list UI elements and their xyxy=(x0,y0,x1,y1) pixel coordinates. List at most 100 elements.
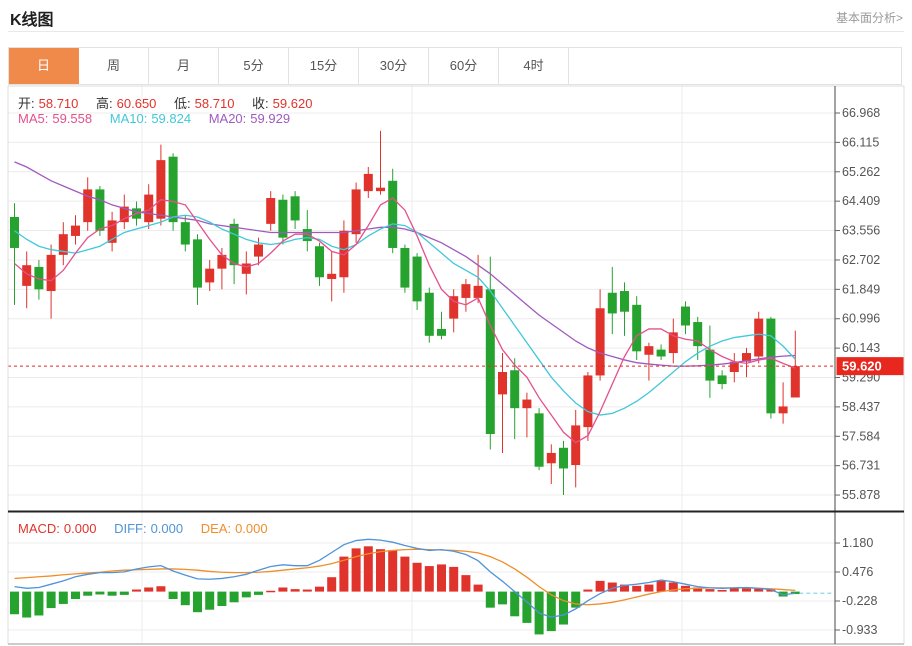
candle-up xyxy=(729,361,739,372)
y-axis-tick-label: -0.228 xyxy=(842,594,877,608)
macd-bar xyxy=(449,566,459,592)
candle-up xyxy=(351,189,361,235)
macd-bar xyxy=(400,556,410,592)
candle-down xyxy=(510,370,520,409)
candle-up xyxy=(546,452,556,464)
tab-4hour[interactable]: 4时 xyxy=(499,48,569,84)
ma5-value: 59.558 xyxy=(52,111,93,126)
dea-label: DEA: xyxy=(200,521,232,536)
y-axis-tick-label: 58.437 xyxy=(842,400,880,414)
candle-down xyxy=(302,229,312,242)
candle-up xyxy=(327,273,337,279)
y-axis-tick-label: 0.476 xyxy=(842,565,873,579)
candle-up xyxy=(241,263,251,274)
macd-bar xyxy=(107,591,117,596)
y-axis-tick-label: 64.409 xyxy=(842,194,880,208)
candle-down xyxy=(180,222,190,245)
macd-bar xyxy=(156,586,166,592)
close-value: 59.620 xyxy=(272,96,313,111)
candle-down xyxy=(95,189,105,231)
ma20-value: 59.929 xyxy=(250,111,291,126)
macd-bar xyxy=(424,566,434,592)
macd-bar xyxy=(790,591,800,595)
macd-bar xyxy=(510,591,520,617)
candle-up xyxy=(449,296,459,319)
macd-bar xyxy=(693,587,703,592)
macd-bar xyxy=(705,589,715,592)
ma-row: MA5: 59.558 MA10: 59.824 MA20: 59.929 xyxy=(18,111,294,126)
diff-line xyxy=(14,538,796,618)
macd-bar xyxy=(498,591,507,605)
candle-up xyxy=(144,194,154,223)
tab-60min[interactable]: 60分 xyxy=(429,48,499,84)
candle-down xyxy=(388,180,398,248)
candle-up xyxy=(754,318,764,357)
current-price-tag xyxy=(836,357,904,376)
y-axis-tick-label: 65.262 xyxy=(842,165,880,179)
macd-bar xyxy=(95,591,105,595)
macd-bar xyxy=(571,591,581,608)
candle-up xyxy=(119,206,129,223)
macd-row: MACD: 0.000 DIFF: 0.000 DEA: 0.000 xyxy=(18,521,272,536)
candle-up xyxy=(83,189,93,223)
y-axis-tick-label: 61.849 xyxy=(842,282,880,296)
macd-bar xyxy=(668,582,678,592)
open-value: 58.710 xyxy=(38,96,79,111)
candle-down xyxy=(620,291,629,312)
high-value: 60.650 xyxy=(116,96,157,111)
macd-bar xyxy=(217,591,227,607)
candle-up xyxy=(266,198,276,224)
tab-5min[interactable]: 5分 xyxy=(219,48,289,84)
current-price-tag-value: 59.620 xyxy=(842,359,882,374)
macd-bar xyxy=(144,587,154,592)
macd-bar xyxy=(46,591,56,609)
candle-up xyxy=(668,332,678,354)
dea-value: 0.000 xyxy=(235,521,268,536)
high-label: 高: xyxy=(96,96,113,111)
tab-30min[interactable]: 30分 xyxy=(359,48,429,84)
candle-down xyxy=(632,304,642,352)
ma20-label: MA20: xyxy=(208,111,247,126)
macd-bar xyxy=(461,575,471,592)
candle-down xyxy=(437,328,446,336)
candle-up xyxy=(522,399,532,409)
tab-day[interactable]: 日 xyxy=(9,48,79,84)
macd-bar xyxy=(742,587,751,592)
macd-bar xyxy=(71,591,80,600)
macd-bar xyxy=(327,577,337,592)
macd-bar xyxy=(754,588,764,592)
y-axis-tick-label: -0.933 xyxy=(842,623,877,637)
macd-bar xyxy=(315,586,324,592)
macd-bar xyxy=(302,589,312,592)
macd-bar xyxy=(644,584,654,592)
candle-up xyxy=(254,244,263,257)
macd-bar xyxy=(254,591,263,595)
candle-up xyxy=(376,187,385,192)
tab-month[interactable]: 月 xyxy=(149,48,219,84)
tab-15min[interactable]: 15分 xyxy=(289,48,359,84)
macd-bar xyxy=(58,591,68,604)
macd-bar xyxy=(656,580,666,592)
macd-bar xyxy=(583,589,593,592)
macd-bar xyxy=(339,556,349,592)
fundamental-analysis-link[interactable]: 基本面分析> xyxy=(835,11,903,25)
candle-up xyxy=(461,284,471,298)
macd-bar xyxy=(778,591,788,597)
macd-bar xyxy=(168,591,178,600)
low-label: 低: xyxy=(174,96,191,111)
candle-down xyxy=(534,413,544,467)
candle-up xyxy=(22,265,32,286)
macd-bar xyxy=(22,591,32,618)
candle-up xyxy=(473,285,483,298)
candle-up xyxy=(498,371,507,395)
candle-up xyxy=(71,225,80,236)
candle-down xyxy=(400,247,410,288)
macd-bar xyxy=(437,564,446,592)
diff-value: 0.000 xyxy=(150,521,184,536)
macd-bar xyxy=(632,585,642,592)
timeframe-tabs: 日周月 5分 15分 30分 60分 4时 xyxy=(8,47,902,85)
tab-week[interactable]: 周 xyxy=(79,48,149,84)
candle-up xyxy=(595,308,605,376)
y-axis-tick-label: 66.968 xyxy=(842,106,880,120)
